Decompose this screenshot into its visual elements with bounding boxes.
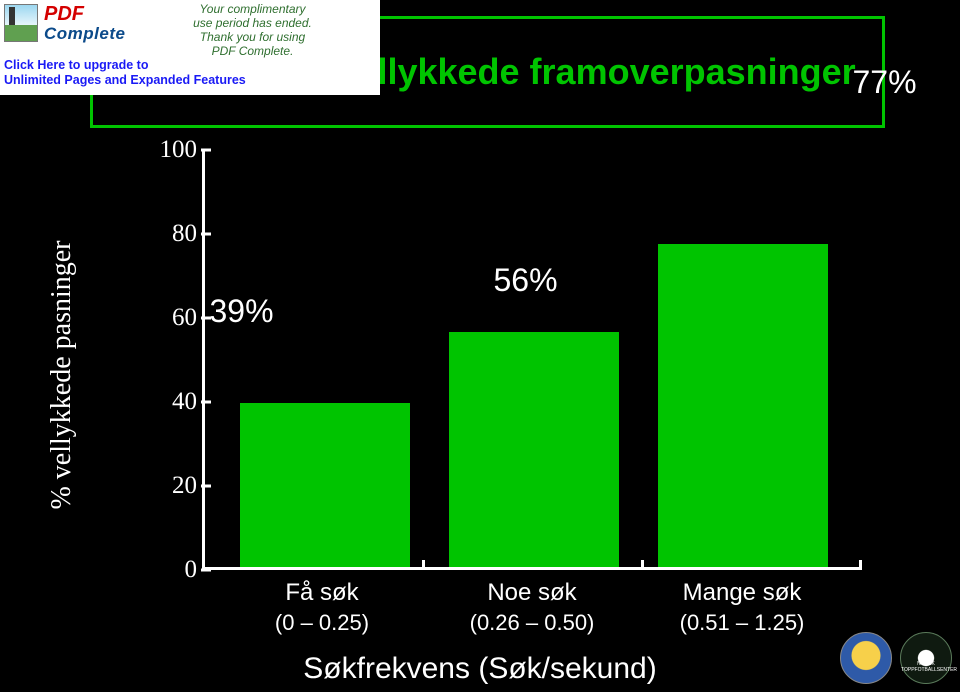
brand-complete: Complete <box>44 24 125 44</box>
x-axis-labels: Få søk(0 – 0.25) Noe søk(0.26 – 0.50) Mang… <box>202 578 862 638</box>
tagline-line: PDF Complete. <box>212 44 294 58</box>
x-axis-category-label: Få søk(0 – 0.25) <box>237 578 407 638</box>
bar-value-label: 77% <box>853 64 917 101</box>
x-category-range: (0 – 0.25) <box>237 608 407 638</box>
upgrade-line: Unlimited Pages and Expanded Features <box>4 73 246 87</box>
tagline-line: Your complimentary <box>199 2 305 16</box>
bar: 56% <box>449 332 619 567</box>
bar-group: 77% <box>658 244 828 567</box>
brand-pdf: PDF <box>44 3 84 25</box>
pdf-complete-logo: PDF Complete <box>4 4 162 46</box>
ntf-logo-icon: NORSK TOPPFOTBALLSENTER <box>900 632 952 684</box>
tagline-line: Thank you for using <box>200 30 305 44</box>
x-category-range: (0.26 – 0.50) <box>447 608 617 638</box>
corner-logos: NORSK TOPPFOTBALLSENTER <box>840 632 952 684</box>
x-axis-category-label: Noe søk(0.26 – 0.50) <box>447 578 617 638</box>
nif-logo-icon <box>840 632 892 684</box>
y-tick-label: 40 <box>137 388 197 416</box>
bar-value-label: 39% <box>210 293 274 330</box>
y-tick-label: 0 <box>137 556 197 584</box>
y-tick-label: 100 <box>137 136 197 164</box>
x-category-range: (0.51 – 1.25) <box>657 608 827 638</box>
bar: 77% <box>658 244 828 567</box>
pdf-complete-logo-icon <box>4 4 38 42</box>
y-tick-label: 60 <box>137 304 197 332</box>
y-axis-label: % vellykkede pasninger <box>46 240 78 509</box>
plot-area: 39%56%77% <box>202 150 862 570</box>
bar-group: 56% <box>449 332 619 567</box>
y-tick-label: 80 <box>137 220 197 248</box>
pdf-complete-watermark: PDF Complete Your complimentary use peri… <box>0 0 380 95</box>
x-tick <box>641 560 644 570</box>
y-axis-ticks: 020406080100 <box>132 150 197 570</box>
x-category-name: Noe søk <box>487 579 576 606</box>
watermark-tagline: Your complimentary use period has ended.… <box>170 2 335 58</box>
upgrade-line: Click Here to upgrade to <box>4 58 148 72</box>
x-tick <box>859 560 862 570</box>
bar-chart: % vellykkede pasninger 020406080100 39%5… <box>72 150 892 600</box>
bars-container: 39%56%77% <box>205 150 862 567</box>
bar-value-label: 56% <box>494 262 558 299</box>
ntf-logo-text: NORSK TOPPFOTBALLSENTER <box>901 661 951 673</box>
bar-group: 39% <box>240 403 410 567</box>
watermark-upgrade-link[interactable]: Click Here to upgrade to Unlimited Pages… <box>4 58 246 88</box>
x-axis-category-label: Mange søk(0.51 – 1.25) <box>657 578 827 638</box>
x-tick <box>422 560 425 570</box>
x-category-name: Få søk <box>285 579 358 606</box>
x-axis-title: Søkfrekvens (Søk/sekund) <box>0 652 960 686</box>
pdf-complete-brand: PDF Complete <box>44 4 125 44</box>
tagline-line: use period has ended. <box>193 16 312 30</box>
y-tick-label: 20 <box>137 472 197 500</box>
x-category-name: Mange søk <box>683 579 802 606</box>
bar: 39% <box>240 403 410 567</box>
